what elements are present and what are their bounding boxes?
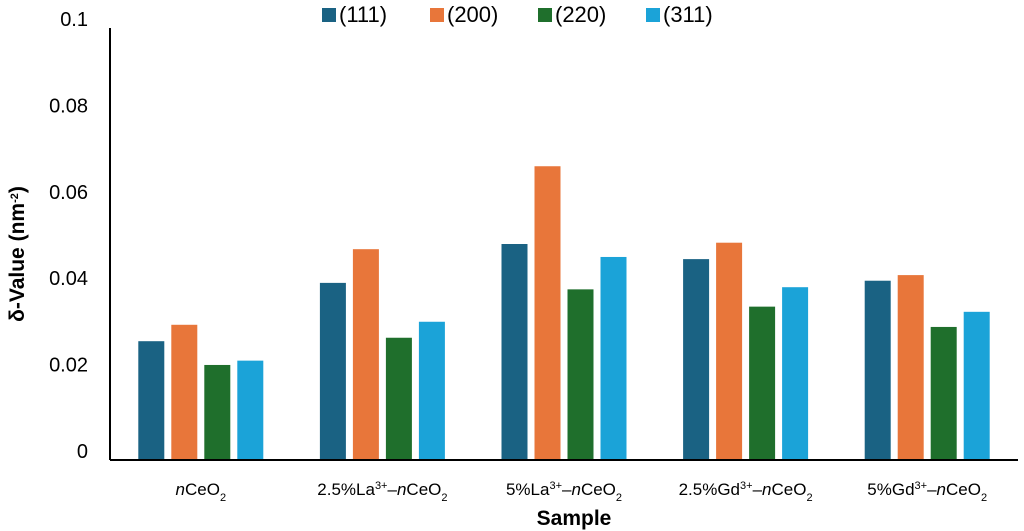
y-axis-ticks: 0 0.02 0.04 0.06 0.08 0.1 bbox=[49, 9, 88, 463]
bar bbox=[963, 311, 990, 460]
bar bbox=[501, 244, 528, 460]
legend-swatch bbox=[430, 8, 444, 22]
y-axis-title-main: δ-Value (nm bbox=[6, 203, 29, 322]
bar bbox=[600, 256, 627, 460]
legend-swatch bbox=[322, 8, 336, 22]
bar bbox=[204, 364, 231, 460]
bar bbox=[683, 259, 710, 460]
bar bbox=[567, 289, 594, 460]
legend-label: (220) bbox=[555, 2, 606, 27]
y-tick-label: 0 bbox=[77, 441, 88, 463]
bar bbox=[930, 326, 957, 460]
x-tick-label: 5%Gd3+–nCeO2 bbox=[867, 480, 987, 504]
y-axis-title-sup: -2 bbox=[9, 193, 21, 203]
bar bbox=[418, 321, 445, 460]
bar bbox=[319, 282, 346, 460]
legend-swatch bbox=[538, 8, 552, 22]
bar bbox=[237, 360, 264, 460]
y-tick-label: 0.04 bbox=[49, 268, 88, 290]
bar bbox=[385, 337, 412, 460]
y-tick-label: 0.02 bbox=[49, 355, 88, 377]
x-tick-label: 5%La3+–nCeO2 bbox=[506, 480, 622, 504]
bar bbox=[782, 287, 809, 460]
legend: (111) (200) (220) (311) bbox=[322, 2, 713, 27]
bar bbox=[716, 242, 743, 460]
x-axis-title: Sample bbox=[537, 507, 612, 530]
bar bbox=[138, 341, 165, 460]
legend-label: (200) bbox=[447, 2, 498, 27]
bar bbox=[897, 275, 924, 460]
bar bbox=[864, 280, 891, 460]
bars bbox=[138, 166, 990, 461]
bar bbox=[534, 166, 561, 461]
legend-label: (311) bbox=[663, 2, 713, 27]
y-axis-title: δ-Value (nm-2) bbox=[6, 186, 29, 322]
x-tick-label: 2.5%La3+–nCeO2 bbox=[317, 480, 447, 504]
bar bbox=[352, 249, 379, 460]
x-tick-label: nCeO2 bbox=[176, 480, 227, 504]
y-axis-title-close: ) bbox=[6, 186, 29, 193]
bar bbox=[749, 306, 776, 460]
x-tick-label: 2.5%Gd3+–nCeO2 bbox=[679, 480, 813, 504]
y-tick-label: 0.08 bbox=[49, 95, 88, 117]
y-tick-label: 0.06 bbox=[49, 182, 88, 204]
legend-label: (111) bbox=[339, 2, 387, 27]
bar bbox=[171, 324, 198, 460]
y-tick-label: 0.1 bbox=[60, 9, 88, 31]
x-axis-labels: nCeO2 2.5%La3+–nCeO2 5%La3+–nCeO2 2.5%Gd3+–… bbox=[176, 480, 988, 504]
legend-swatch bbox=[646, 8, 660, 22]
